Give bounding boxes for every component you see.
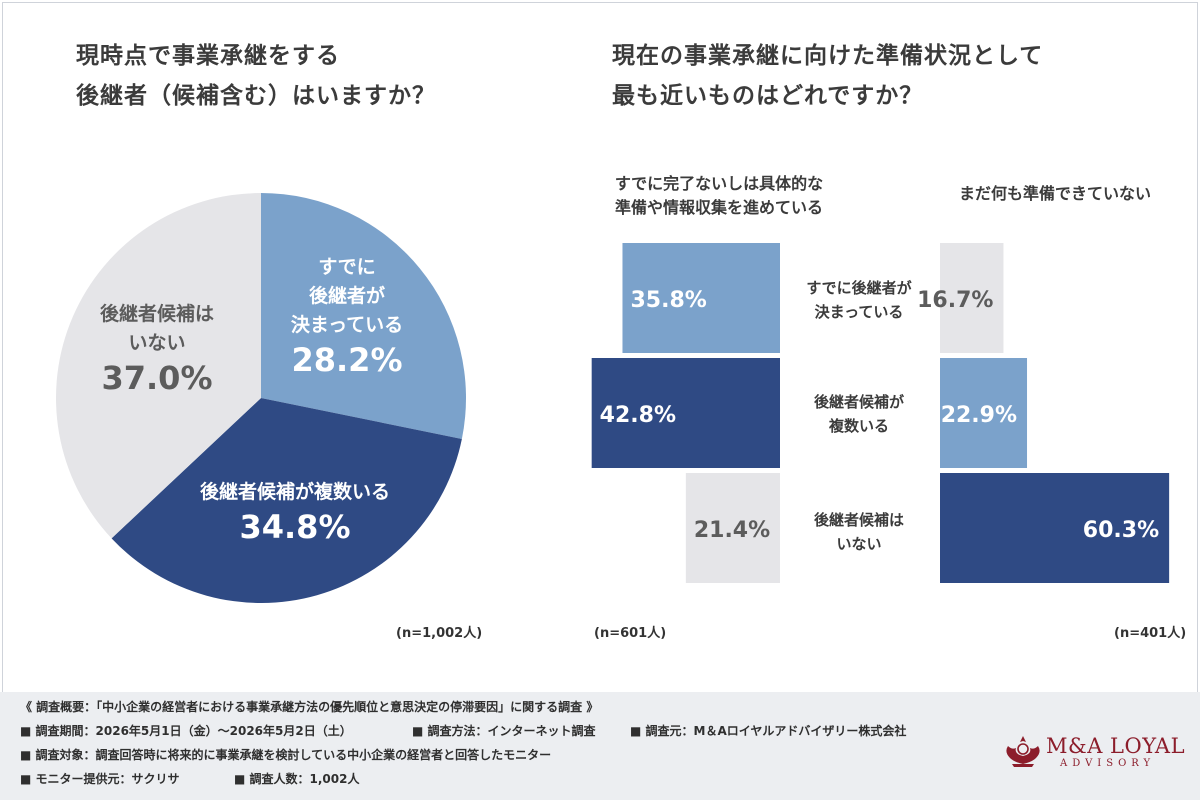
survey-method: ■ 調査方法：インターネット調査	[412, 724, 596, 738]
bar-question-line-2: 最も近いものはどれですか？	[612, 83, 924, 109]
bar-right-decided	[940, 243, 1004, 353]
category-label-decided-line-2: 決まっている	[814, 303, 904, 321]
pie-label-none: 後継者候補は いない 37.0%	[82, 300, 232, 398]
bar-right-n-label: (n=401人)	[1114, 626, 1187, 641]
pie-slice-none	[56, 193, 262, 539]
pie-label-multiple-line-1: 後継者候補が複数いる	[199, 481, 390, 503]
survey-period: ■ 調査期間：2026年5月1日（金）〜2026年5月2日（土）	[20, 724, 352, 738]
category-label-multiple-line-2: 複数いる	[828, 417, 889, 435]
pie-chart	[56, 193, 466, 603]
pie-label-none-line-2: いない	[128, 332, 186, 354]
logo-name: M&A LOYAL	[1046, 734, 1186, 758]
survey-count: ■ 調査人数：1,002人	[234, 772, 360, 786]
bar-left-none-value: 21.4%	[694, 518, 770, 543]
pie-value-none: 37.0%	[101, 359, 213, 397]
pie-label-none-line-1: 後継者候補は	[99, 303, 214, 325]
pie-label-decided-line-2: 後継者が	[308, 285, 385, 307]
bar-right-none	[940, 473, 1170, 583]
pie-label-decided-line-1: すでに	[318, 256, 376, 278]
bar-right-none-value: 60.3%	[1083, 518, 1159, 543]
pie-question-line-2: 後継者（候補含む）はいますか？	[76, 83, 436, 109]
category-label-none: 後継者候補は いない	[779, 508, 939, 556]
category-label-multiple: 後継者候補が 複数いる	[779, 390, 939, 438]
pie-question-line-1: 現時点で事業承継をする	[76, 43, 340, 69]
bar-left-decided	[622, 243, 780, 353]
bar-left-none	[685, 473, 780, 583]
bar-group-left-head: すでに完了ないしは具体的な 準備や情報収集を進めている	[574, 172, 864, 220]
bar-group-left-head-line-1: すでに完了ないしは具体的な	[614, 174, 824, 193]
bar-left-n-label: (n=601人)	[594, 626, 667, 641]
survey-target: ■ 調査対象：調査回答時に将来的に事業承継を検討している中小企業の経営者と回答し…	[20, 748, 552, 762]
category-label-none-line-1: 後継者候補は	[813, 511, 904, 529]
bar-group-right-head: まだ何も準備できていない	[930, 182, 1180, 206]
bar-chart: 35.8% 42.8% 21.4% 16.7% 22.9% 60.3%	[591, 243, 1170, 583]
pie-value-multiple: 34.8%	[239, 508, 351, 546]
survey-footer: 《 調査概要：「中小企業の経営者における事業承継方法の優先順位と意思決定の停滞要…	[0, 692, 1200, 800]
pie-label-decided-line-3: 決まっている	[290, 314, 404, 336]
survey-title: 《 調査概要：「中小企業の経営者における事業承継方法の優先順位と意思決定の停滞要…	[20, 700, 599, 714]
bar-question-title: 現在の事業承継に向けた準備状況として 最も近いものはどれですか？	[612, 36, 1043, 116]
category-label-decided: すでに後継者が 決まっている	[779, 276, 939, 324]
bar-right-multiple-value: 22.9%	[941, 403, 1017, 428]
pie-label-decided: すでに 後継者が 決まっている 28.2%	[262, 253, 432, 380]
bar-right-decided-value: 16.7%	[917, 288, 993, 313]
pie-slice-decided	[261, 193, 466, 439]
bar-left-multiple	[591, 358, 780, 468]
bar-group-left-head-line-2: 準備や情報収集を進めている	[614, 198, 823, 217]
crest-icon	[1006, 736, 1040, 767]
bar-right-multiple	[940, 358, 1028, 468]
bar-question-line-1: 現在の事業承継に向けた準備状況として	[612, 43, 1044, 69]
bar-group-right-head-line-1: まだ何も準備できていない	[958, 184, 1151, 203]
survey-source: ■ 調査元：M＆Aロイヤルアドバイザリー株式会社	[630, 724, 907, 738]
category-label-decided-line-1: すでに後継者が	[806, 279, 912, 297]
pie-n-label: (n=1,002人)	[396, 626, 483, 641]
category-label-none-line-2: いない	[836, 535, 882, 553]
bar-left-decided-value: 35.8%	[630, 288, 706, 313]
pie-value-decided: 28.2%	[291, 341, 403, 379]
survey-provider: ■ モニター提供元：サクリサ	[20, 772, 180, 786]
category-label-multiple-line-1: 後継者候補が	[813, 393, 904, 411]
bar-left-multiple-value: 42.8%	[600, 403, 676, 428]
pie-label-multiple: 後継者候補が複数いる 34.8%	[160, 478, 430, 547]
logo-sub: ADVISORY	[1060, 758, 1156, 769]
pie-slice-multiple	[111, 398, 462, 603]
company-logo: M&A LOYAL ADVISORY	[1000, 732, 1190, 772]
pie-question-title: 現時点で事業承継をする 後継者（候補含む）はいますか？	[76, 36, 436, 116]
